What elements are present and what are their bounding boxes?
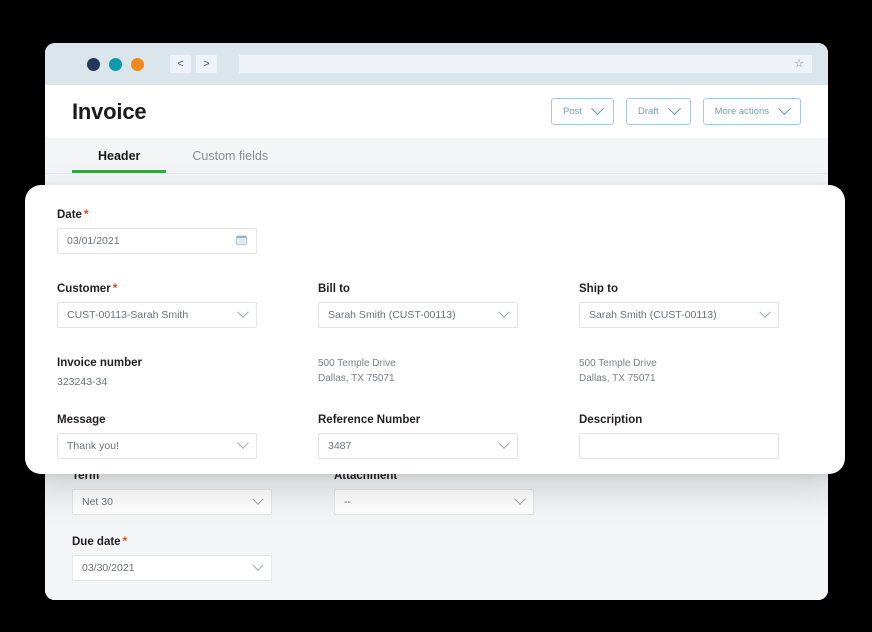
page-title: Invoice <box>72 98 147 124</box>
chevron-down-icon <box>591 102 604 116</box>
term-select[interactable]: Net 30 <box>72 489 272 515</box>
ship-to-value: Sarah Smith (CUST-00113) <box>589 309 717 321</box>
message-field-group: Message Thank you! <box>57 414 257 459</box>
required-marker: * <box>122 536 128 548</box>
reference-number-value: 3487 <box>328 440 352 452</box>
attachment-select[interactable]: -- <box>334 489 534 515</box>
browser-chrome-bar: < > ☆ <box>45 43 828 85</box>
star-icon[interactable]: ☆ <box>794 57 804 70</box>
reference-number-label: Reference Number <box>318 414 421 426</box>
due-date-field-group: Due date * 03/30/2021 <box>72 536 272 581</box>
invoice-number-group: Invoice number 323243-34 <box>57 357 257 388</box>
back-button[interactable]: < <box>170 55 191 73</box>
address-bar[interactable]: ☆ <box>239 55 812 73</box>
customer-label-text: Customer <box>57 283 111 295</box>
spacer <box>57 254 813 283</box>
reference-number-field-group: Reference Number 3487 <box>318 414 518 459</box>
ship-to-label: Ship to <box>579 283 618 295</box>
date-field-group: Date * 03/01/2021 <box>57 209 257 254</box>
date-row: Date * 03/01/2021 <box>57 209 813 254</box>
reference-number-select[interactable]: 3487 <box>318 433 518 459</box>
navigation-buttons: < > <box>170 55 217 73</box>
message-select[interactable]: Thank you! <box>57 433 257 459</box>
term-value: Net 30 <box>82 496 113 508</box>
teal-dot[interactable] <box>109 57 122 71</box>
spacer <box>72 515 801 536</box>
bill-to-address-line2: Dallas, TX 75071 <box>318 372 395 384</box>
customer-field-group: Customer * CUST-00113-Sarah Smith <box>57 283 257 328</box>
customer-label: Customer * <box>57 283 257 295</box>
ship-to-address-line2: Dallas, TX 75071 <box>579 372 656 384</box>
post-button-label: Post <box>563 106 583 117</box>
attachment-value: -- <box>344 496 351 508</box>
message-label: Message <box>57 414 106 426</box>
date-label: Date * <box>57 209 257 221</box>
orange-dot[interactable] <box>131 57 144 71</box>
chevron-down-icon <box>252 493 264 505</box>
action-button-group: Post Draft More actions <box>551 98 801 125</box>
due-date-value: 03/30/2021 <box>82 562 135 574</box>
floating-form-panel: Date * 03/01/2021 <box>25 185 845 474</box>
tab-bar: Header Custom fields <box>45 138 828 174</box>
customer-value: CUST-00113-Sarah Smith <box>67 309 189 321</box>
ship-to-select[interactable]: Sarah Smith (CUST-00113) <box>579 302 779 328</box>
due-date-row: Due date * 03/30/2021 <box>72 536 801 581</box>
message-value: Thank you! <box>67 440 119 452</box>
invoice-number-row: Invoice number 323243-34 500 Temple Driv… <box>57 357 813 388</box>
tab-header[interactable]: Header <box>72 138 167 173</box>
ship-to-address: 500 Temple Drive Dallas, TX 75071 <box>579 357 779 388</box>
ship-to-address-line1: 500 Temple Drive <box>579 358 657 369</box>
required-marker: * <box>83 209 89 221</box>
customer-row: Customer * CUST-00113-Sarah Smith Bill to… <box>57 283 813 328</box>
date-input[interactable]: 03/01/2021 <box>57 228 257 254</box>
ship-to-field-group: Ship to Sarah Smith (CUST-00113) <box>579 283 779 328</box>
more-actions-button-label: More actions <box>714 106 769 117</box>
draft-button[interactable]: Draft <box>626 98 691 125</box>
invoice-number-label: Invoice number <box>57 357 142 369</box>
post-button[interactable]: Post <box>551 98 615 125</box>
window-controls <box>87 57 144 71</box>
more-actions-button[interactable]: More actions <box>702 98 801 125</box>
description-label: Description <box>579 414 643 426</box>
bill-to-label: Bill to <box>318 283 350 295</box>
app-header: Invoice Post Draft More actions <box>45 85 828 138</box>
date-label-text: Date <box>57 209 82 221</box>
bill-to-select[interactable]: Sarah Smith (CUST-00113) <box>318 302 518 328</box>
chevron-down-icon <box>498 306 510 318</box>
tab-custom-fields[interactable]: Custom fields <box>192 148 269 163</box>
chevron-down-icon <box>759 306 771 318</box>
bill-to-field-group: Bill to Sarah Smith (CUST-00113) <box>318 283 518 328</box>
due-date-label: Due date * <box>72 536 272 548</box>
chevron-down-icon <box>252 559 264 571</box>
due-date-select[interactable]: 03/30/2021 <box>72 555 272 581</box>
spacer <box>57 388 813 414</box>
chevron-down-icon <box>778 102 791 116</box>
chevron-down-icon <box>498 437 510 449</box>
spacer <box>57 328 813 357</box>
bill-to-address-line1: 500 Temple Drive <box>318 358 396 369</box>
description-field-group: Description <box>579 414 779 459</box>
due-date-label-text: Due date <box>72 536 121 548</box>
chevron-down-icon <box>237 306 249 318</box>
invoice-number-value: 323243-34 <box>57 376 108 388</box>
bill-to-address: 500 Temple Drive Dallas, TX 75071 <box>318 357 518 388</box>
description-input[interactable] <box>579 433 779 459</box>
date-value: 03/01/2021 <box>67 235 120 247</box>
term-attachment-row: Term Net 30 Attachment -- <box>72 470 801 515</box>
forward-button[interactable]: > <box>196 55 217 73</box>
customer-select[interactable]: CUST-00113-Sarah Smith <box>57 302 257 328</box>
chevron-down-icon <box>667 102 681 116</box>
message-row: Message Thank you! Reference Number 3487… <box>57 414 813 459</box>
chevron-down-icon <box>514 493 526 505</box>
navy-dot[interactable] <box>87 57 100 71</box>
calendar-icon[interactable] <box>236 234 247 248</box>
draft-button-label: Draft <box>638 106 659 117</box>
bill-to-value: Sarah Smith (CUST-00113) <box>328 309 456 321</box>
attachment-field-group: Attachment -- <box>334 470 534 515</box>
required-marker: * <box>112 283 118 295</box>
term-field-group: Term Net 30 <box>72 470 272 515</box>
chevron-down-icon <box>237 437 249 449</box>
